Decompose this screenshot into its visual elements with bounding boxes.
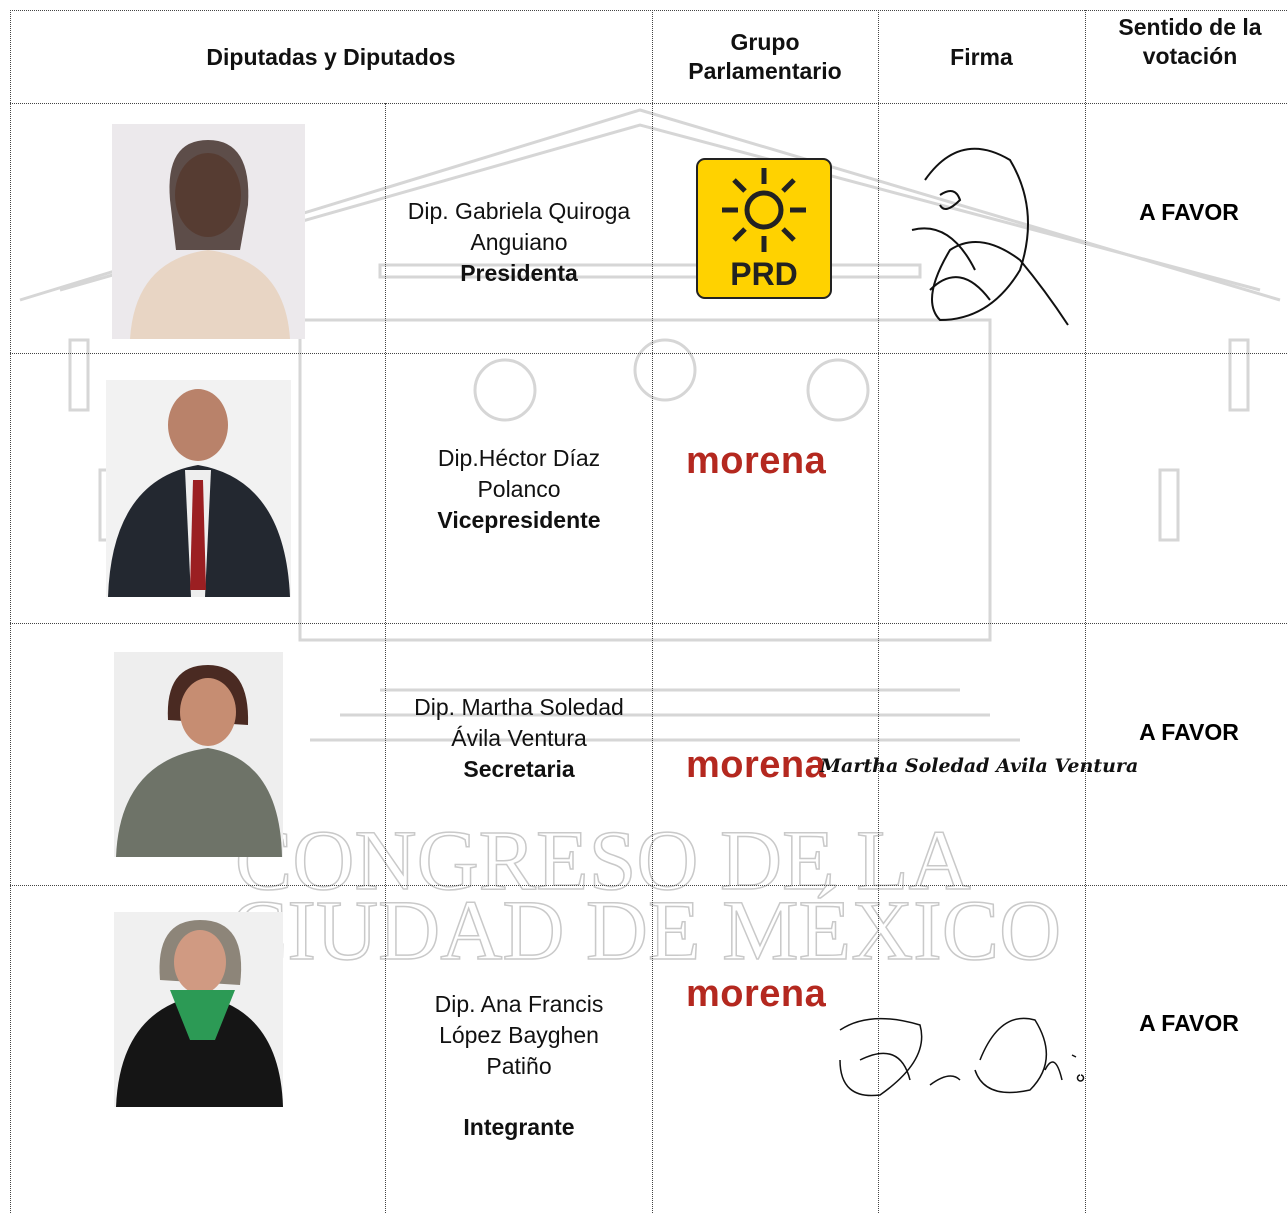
watermark-text: CIUDAD DE MÉXICO — [229, 881, 1062, 979]
member-role: Vicepresidente — [437, 507, 601, 533]
signature-text: Martha Soledad Avila Ventura — [820, 755, 1139, 777]
vote: A FAVOR — [1139, 719, 1239, 745]
photo — [112, 124, 305, 339]
vote: A FAVOR — [1139, 1010, 1239, 1036]
member-name-text: Dip.Héctor Díaz Polanco — [437, 445, 601, 502]
rule — [10, 885, 1287, 886]
party-logo-text: morena — [686, 973, 827, 1015]
member-role: Presidenta — [460, 260, 578, 286]
member-name-text: Dip. Martha Soledad Ávila Ventura — [414, 694, 624, 751]
member-name: Dip. Martha Soledad Ávila Ventura Secreta… — [405, 692, 633, 785]
party-logo-text: morena — [686, 744, 827, 786]
party-logo-text: morena — [686, 440, 827, 482]
rule — [10, 623, 1287, 624]
rule — [10, 103, 1287, 104]
column-header: Sentido de la votación — [1118, 14, 1262, 69]
rule — [385, 103, 386, 1213]
member-role: Secretaria — [463, 756, 575, 782]
rule — [10, 353, 1287, 354]
column-header: Grupo Parlamentario — [688, 29, 842, 84]
photo — [114, 912, 283, 1107]
column-header: Diputadas y Diputados — [206, 43, 456, 70]
column-header: Firma — [950, 43, 1013, 70]
photo — [106, 380, 291, 597]
rule — [652, 10, 653, 1213]
watermark-text: CONGRESO DE LA — [234, 811, 971, 909]
member-name-text: Dip. Ana Francis López Bayghen Patiño — [434, 991, 604, 1079]
rule — [878, 10, 879, 1213]
rule — [1085, 10, 1086, 1213]
signature — [911, 147, 1069, 326]
prd-logo — [696, 158, 832, 299]
party-logo-text: PRD — [730, 256, 798, 292]
member-name: Dip. Ana Francis López Bayghen Patiño Int… — [405, 989, 633, 1143]
member-name-text: Dip. Gabriela Quiroga Anguiano — [407, 198, 631, 255]
member-name: Dip. Gabriela Quiroga Anguiano Presidenta — [405, 196, 633, 289]
member-name: Dip.Héctor Díaz Polanco Vicepresidente — [405, 443, 633, 536]
photo — [114, 652, 283, 857]
rule — [10, 10, 1287, 11]
signature — [839, 1017, 1085, 1097]
vote: A FAVOR — [1139, 199, 1239, 225]
member-role: Integrante — [463, 1114, 575, 1140]
rule — [10, 10, 11, 1213]
